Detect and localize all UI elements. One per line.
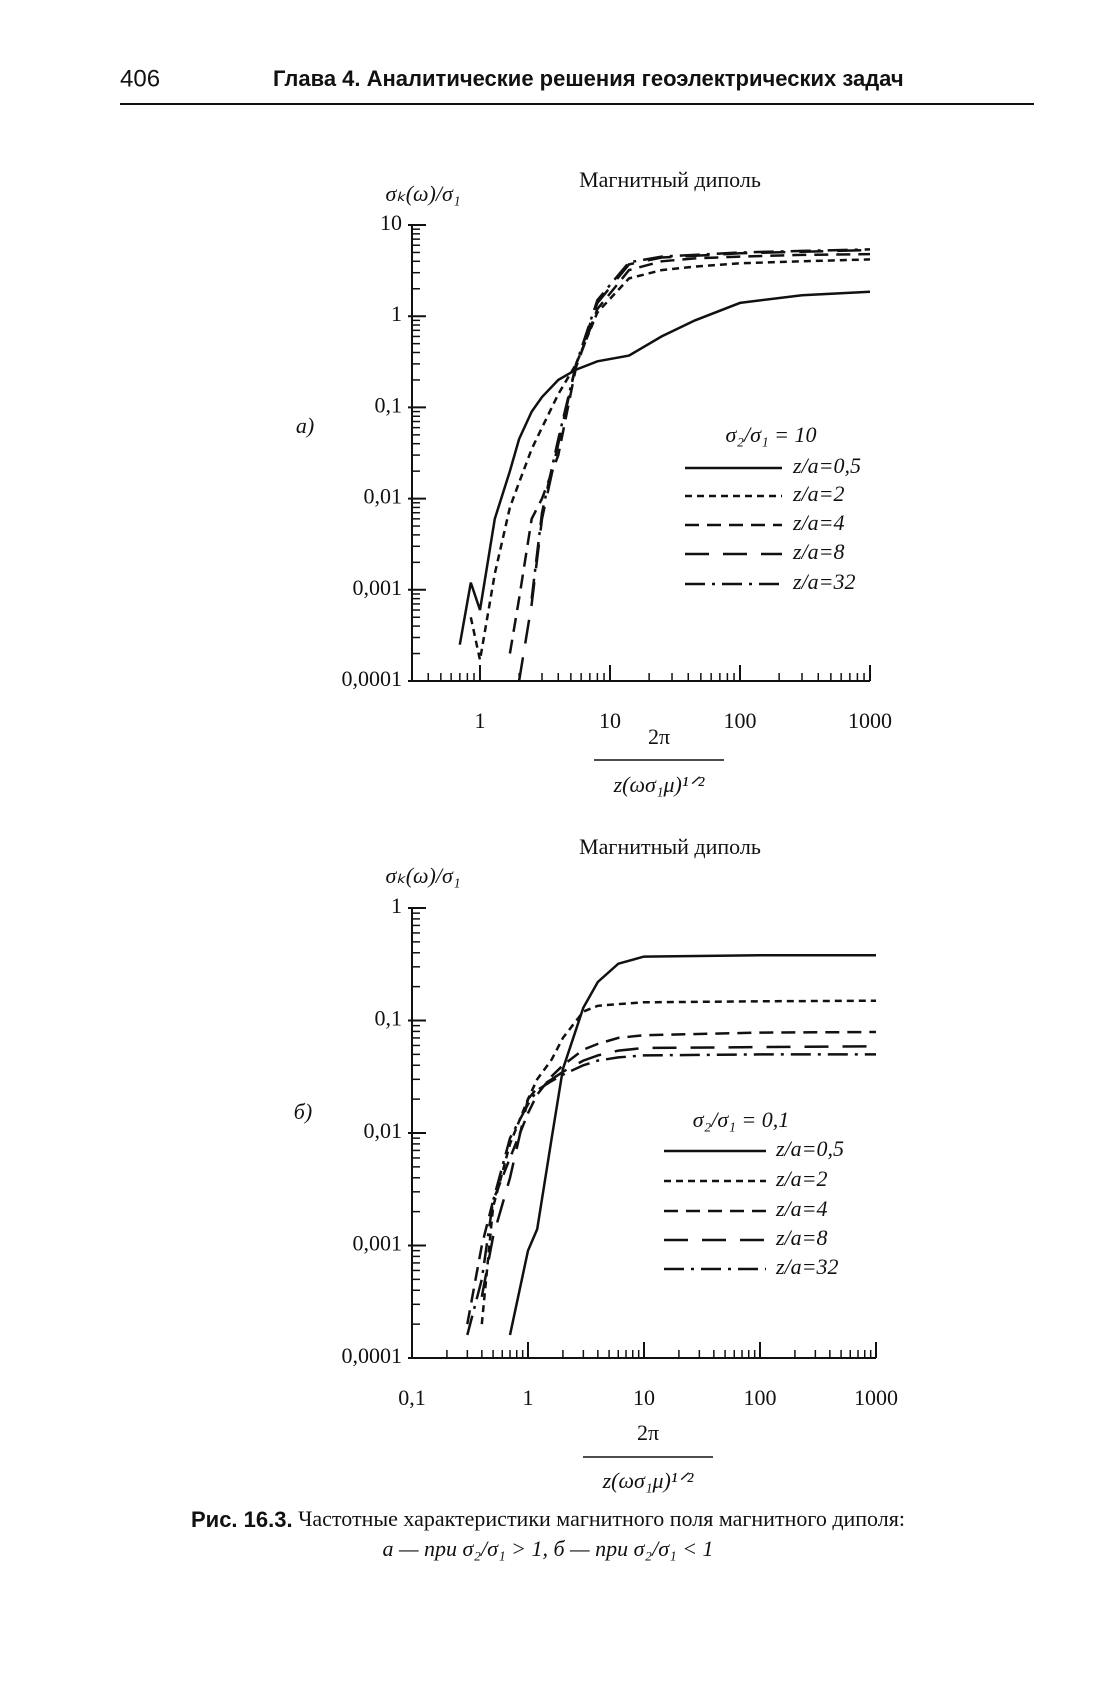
legend-label: z/a=0,5: [792, 453, 861, 478]
legend-label: z/a=0,5: [775, 1136, 844, 1161]
x-tick-label: 100: [723, 708, 756, 733]
x-tick-label: 1000: [854, 1385, 898, 1410]
series-line: [480, 999, 877, 1325]
y-tick-label: 0,1: [375, 1006, 403, 1031]
x-axis-label-denominator: z(ωσ₁μ)¹ᐟ²: [602, 1468, 694, 1493]
x-axis-label-denominator: z(ωσ₁μ)¹ᐟ²: [613, 772, 705, 797]
x-tick-label: 10: [633, 1385, 655, 1410]
y-tick-label: 0,001: [353, 575, 403, 600]
x-tick-label: 1: [474, 708, 485, 733]
y-tick-label: 0,001: [353, 1231, 403, 1256]
legend-title: σ₂/σ₁ = 0,1: [693, 1107, 789, 1132]
legend-label: z/a=32: [792, 569, 856, 594]
series-line: [458, 290, 871, 645]
chart-title: Магнитный диполь: [579, 167, 761, 192]
y-tick-label: 0,01: [364, 1118, 403, 1143]
legend-label: z/a=4: [792, 510, 845, 535]
y-tick-label: 0,01: [364, 484, 403, 509]
y-axis-label: σₖ(ω)/σ₁: [385, 863, 460, 888]
x-tick-label: 100: [744, 1385, 777, 1410]
series-line: [530, 248, 871, 599]
series-line: [480, 1045, 877, 1298]
caption-line2: а — при σ₂/σ₁ > 1, б — при σ₂/σ₁ < 1: [382, 1536, 713, 1561]
legend-label: z/a=2: [775, 1166, 828, 1191]
running-title: Глава 4. Аналитические решения геоэлектр…: [273, 66, 904, 91]
legend-label: z/a=32: [775, 1254, 839, 1279]
x-tick-label: 10: [599, 708, 621, 733]
legend-title: σ₂/σ₁ = 10: [726, 422, 817, 447]
chart-title: Магнитный диполь: [579, 834, 761, 859]
y-tick-label: 0,1: [375, 392, 403, 417]
series-line: [508, 954, 876, 1336]
x-axis-label-numerator: 2π: [648, 724, 670, 749]
y-tick-label: 10: [380, 210, 402, 235]
y-tick-label: 1: [391, 301, 402, 326]
series-line: [469, 258, 871, 661]
panel-label: б): [294, 1099, 312, 1124]
x-tick-label: 0,1: [398, 1385, 426, 1410]
caption-label: Рис. 16.3.: [191, 1507, 293, 1532]
legend-label: z/a=8: [792, 539, 845, 564]
series-line: [508, 252, 871, 654]
legend-label: z/a=2: [792, 481, 845, 506]
y-tick-label: 0,0001: [342, 666, 403, 691]
y-tick-label: 1: [391, 893, 402, 918]
y-axis-label: σₖ(ω)/σ₁: [385, 181, 460, 206]
x-tick-label: 1000: [848, 708, 892, 733]
caption: Рис. 16.3. Частотные характеристики магн…: [191, 1506, 905, 1532]
legend-label: z/a=8: [775, 1225, 828, 1250]
panel-label: а): [296, 413, 314, 438]
y-tick-label: 0,0001: [342, 1343, 403, 1368]
x-tick-label: 1: [523, 1385, 534, 1410]
caption-text: Частотные характеристики магнитного поля…: [298, 1506, 905, 1531]
page-number: 406: [120, 65, 160, 92]
series-line: [466, 1030, 877, 1325]
x-axis-label-numerator: 2π: [637, 1420, 659, 1445]
legend-label: z/a=4: [775, 1196, 828, 1221]
